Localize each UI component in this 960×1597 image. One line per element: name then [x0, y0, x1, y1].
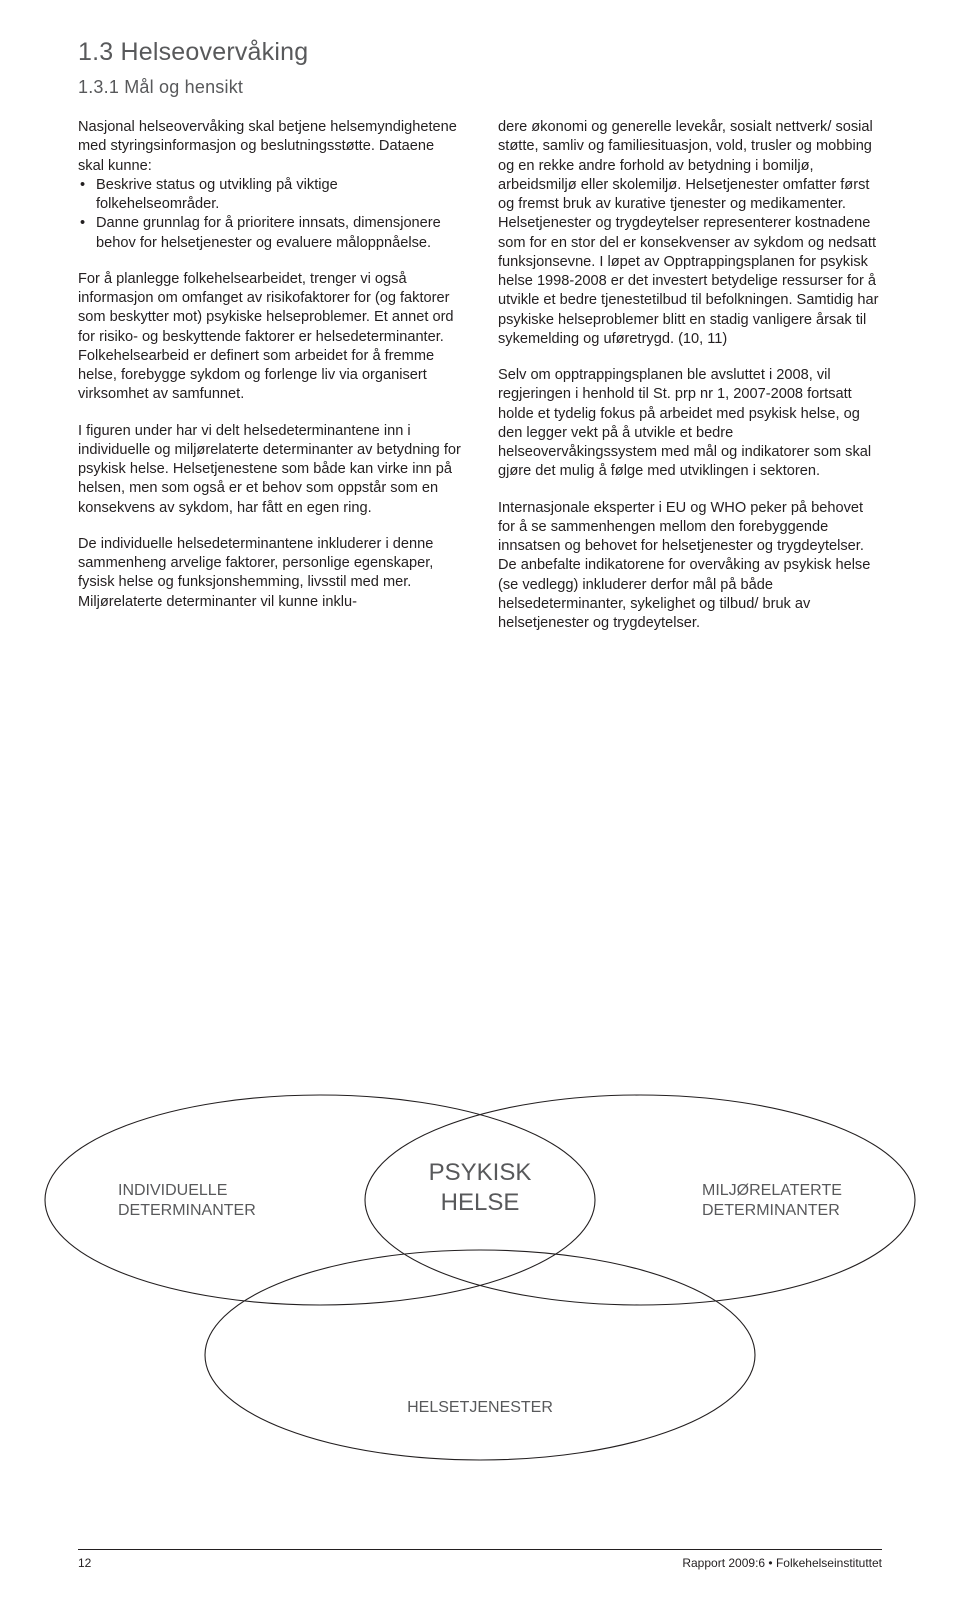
venn-diagram: INDIVIDUELLE DETERMINANTER PSYKISK HELSE…	[0, 1020, 960, 1490]
page-footer: 12 Rapport 2009:6 • Folkehelseinstitutte…	[78, 1549, 882, 1570]
section-heading: 1.3 Helseovervåking	[78, 38, 882, 67]
left-p2: For å planlegge folkehelsearbeidet, tren…	[78, 270, 462, 405]
left-p4: De individuelle helsedeterminantene inkl…	[78, 535, 462, 612]
subsection-heading: 1.3.1 Mål og hensikt	[78, 77, 882, 98]
footer-rule	[78, 1549, 882, 1550]
page-number: 12	[78, 1556, 91, 1570]
label-bottom: HELSETJENESTER	[407, 1399, 553, 1416]
page: 1.3 Helseovervåking 1.3.1 Mål og hensikt…	[0, 0, 960, 1597]
label-center-l1: PSYKISK	[429, 1159, 532, 1186]
right-p2: Selv om opptrappingsplanen ble avsluttet…	[498, 366, 882, 482]
label-right-l2: DETERMINANTER	[702, 1202, 840, 1219]
left-p3: I figuren under har vi delt helsedetermi…	[78, 422, 462, 518]
right-p1: dere økonomi og generelle levekår, sosia…	[498, 118, 882, 349]
right-p3: Internasjonale eksperter i EU og WHO pek…	[498, 499, 882, 634]
label-left-l1: INDIVIDUELLE	[118, 1182, 227, 1199]
left-column: Nasjonal helseovervåking skal betjene he…	[78, 118, 462, 650]
left-p1: Nasjonal helseovervåking skal betjene he…	[78, 118, 462, 176]
bullet-item: Danne grunnlag for å prioritere innsats,…	[78, 214, 462, 253]
text-columns: Nasjonal helseovervåking skal betjene he…	[78, 118, 882, 650]
label-left-l2: DETERMINANTER	[118, 1202, 256, 1219]
ellipse-bottom	[205, 1250, 755, 1460]
bullet-list: Beskrive status og utvikling på viktige …	[78, 176, 462, 253]
footer-row: 12 Rapport 2009:6 • Folkehelseinstitutte…	[78, 1556, 882, 1570]
right-column: dere økonomi og generelle levekår, sosia…	[498, 118, 882, 650]
bullet-item: Beskrive status og utvikling på viktige …	[78, 176, 462, 215]
label-right-l1: MILJØRELATERTE	[702, 1182, 842, 1199]
label-center-l2: HELSE	[441, 1189, 520, 1216]
report-line: Rapport 2009:6 • Folkehelseinstituttet	[682, 1556, 882, 1570]
